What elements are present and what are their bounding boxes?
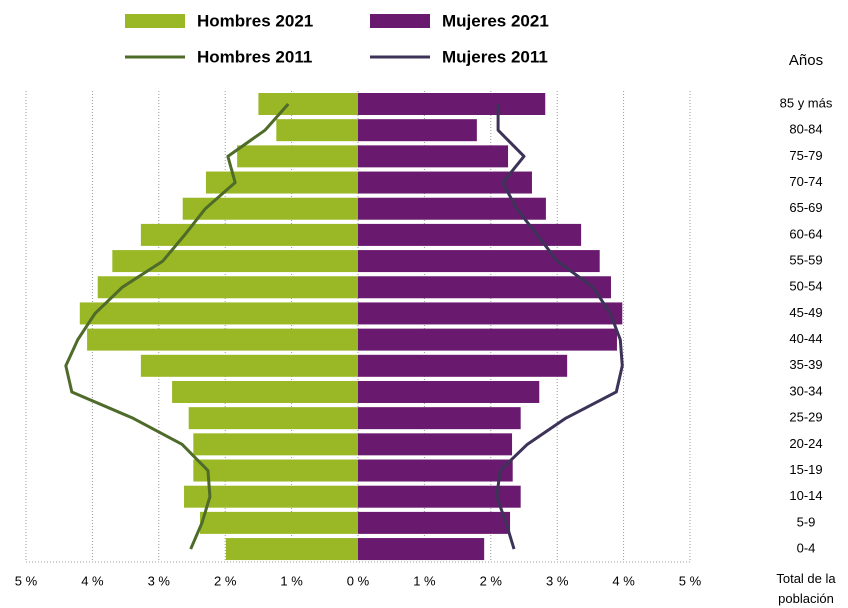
y-tick-label: 60-64: [789, 226, 822, 241]
bar: [358, 328, 617, 351]
bar: [182, 197, 358, 220]
legend-swatch: [370, 14, 430, 28]
y-tick-label: 45-49: [789, 305, 822, 320]
y-tick-label: 30-34: [789, 383, 822, 398]
bar: [358, 302, 623, 325]
line: [64, 103, 290, 550]
legend-label: Mujeres 2011: [442, 47, 548, 66]
bar: [193, 459, 358, 482]
x-tick-label: 1 %: [280, 573, 303, 588]
bar: [358, 145, 509, 168]
bar: [358, 276, 611, 299]
bar: [276, 119, 358, 142]
y-tick-label: 55-59: [789, 253, 822, 268]
legend-swatch: [125, 14, 185, 28]
bar: [358, 354, 568, 377]
line: [495, 104, 624, 550]
bar: [225, 538, 358, 561]
x-tick-label: 2 %: [214, 573, 237, 588]
bar: [199, 511, 358, 534]
y-tick-label: 50-54: [789, 279, 822, 294]
y-tick-label: 75-79: [789, 148, 822, 163]
y-tick-label: 15-19: [789, 462, 822, 477]
x-axis-label: Total de la población: [776, 571, 836, 606]
bar: [237, 145, 358, 168]
bar: [188, 407, 358, 430]
bar: [112, 250, 358, 273]
bar: [358, 119, 477, 142]
x-tick-label: 3 %: [546, 573, 569, 588]
bar: [358, 93, 546, 115]
x-tick-label: 4 %: [612, 573, 635, 588]
y-tick-label: 80-84: [789, 122, 822, 137]
bar: [358, 433, 513, 456]
bar: [358, 223, 582, 246]
x-tick-label: 4 %: [81, 573, 104, 588]
bar: [358, 171, 532, 194]
y-tick-label: 65-69: [789, 200, 822, 215]
bar: [358, 380, 540, 403]
x-tick-label: 1 %: [413, 573, 436, 588]
y-tick-label: 40-44: [789, 331, 822, 346]
bar: [172, 380, 358, 403]
y-tick-label: 0-4: [797, 540, 816, 555]
x-tick-label: 5 %: [679, 573, 702, 588]
bar: [358, 197, 546, 220]
bar: [140, 223, 358, 246]
y-tick-label: 35-39: [789, 357, 822, 372]
bar: [258, 93, 358, 115]
legend-label: Hombres 2011: [197, 47, 312, 66]
bar: [205, 171, 358, 194]
y-tick-label: 70-74: [789, 174, 822, 189]
bar: [358, 511, 511, 534]
bar: [358, 485, 521, 508]
y-tick-label: 20-24: [789, 436, 822, 451]
bar: [87, 328, 358, 351]
bar: [184, 485, 358, 508]
bar: [358, 459, 513, 482]
bar: [193, 433, 358, 456]
y-tick-label: 10-14: [789, 488, 822, 503]
y-axis-label: Años: [789, 52, 823, 69]
bar: [97, 276, 358, 299]
x-tick-label: 3 %: [148, 573, 171, 588]
y-tick-label: 85 y más: [780, 95, 833, 110]
y-tick-label: 25-29: [789, 410, 822, 425]
bar: [358, 407, 521, 430]
bar: [79, 302, 358, 325]
y-tick-label: 5-9: [797, 514, 816, 529]
x-tick-label: 0 %: [347, 573, 370, 588]
bar: [358, 250, 600, 273]
x-tick-label: 2 %: [480, 573, 503, 588]
legend-label: Mujeres 2021: [442, 11, 549, 30]
x-tick-label: 5 %: [15, 573, 38, 588]
bar: [358, 538, 485, 561]
legend-label: Hombres 2021: [197, 11, 313, 30]
bar: [140, 354, 358, 377]
